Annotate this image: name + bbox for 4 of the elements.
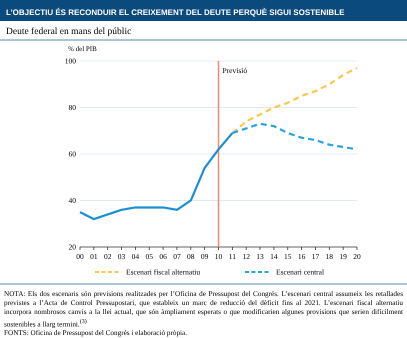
chart-title: L’OBJECTIU ÉS RECONDUIR EL CREIXEMENT DEL DEUTE PERQUÈ SIGUI SOSTENIBLE: [6, 7, 346, 17]
chart-subtitle: Deute federal en mans del públic: [6, 27, 132, 37]
line-series: [78, 132, 234, 220]
line-series: [231, 122, 358, 150]
